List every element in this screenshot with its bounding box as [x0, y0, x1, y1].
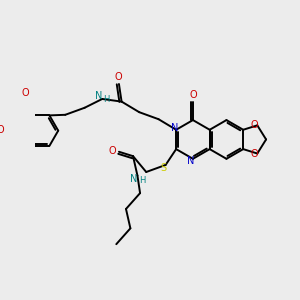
Text: O: O — [0, 125, 4, 135]
Text: H: H — [139, 176, 145, 185]
Text: O: O — [22, 88, 29, 98]
Text: N: N — [188, 156, 195, 166]
Text: N: N — [130, 174, 138, 184]
Text: O: O — [251, 148, 259, 158]
Text: N: N — [95, 91, 102, 101]
Text: O: O — [109, 146, 117, 156]
Text: O: O — [251, 120, 259, 130]
Text: H: H — [103, 95, 110, 104]
Text: O: O — [114, 72, 122, 82]
Text: O: O — [189, 90, 197, 100]
Text: S: S — [160, 163, 166, 172]
Text: N: N — [171, 123, 178, 133]
